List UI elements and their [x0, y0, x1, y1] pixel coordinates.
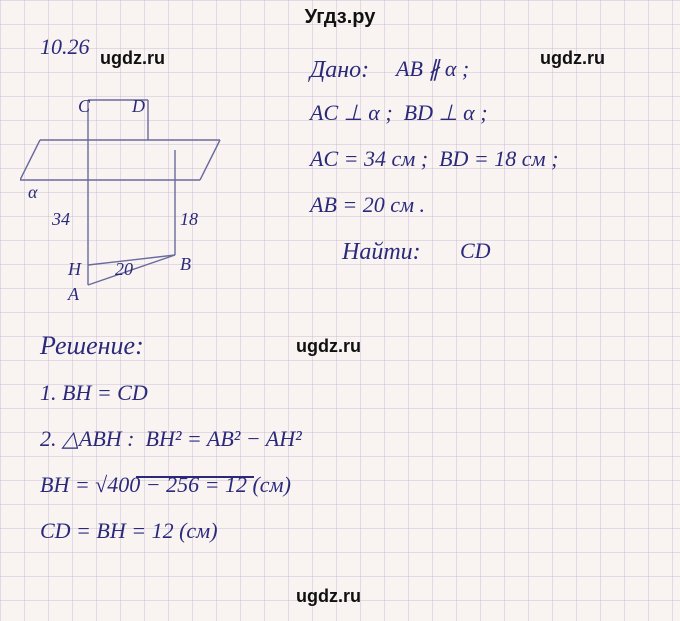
svg-text:D: D: [131, 96, 145, 116]
solution-line-0: 1. BH = CD: [40, 380, 148, 406]
given-header: Дано:: [310, 56, 369, 85]
geometry-diagram: C D α 34 18 H 20 B A: [20, 30, 250, 320]
svg-text:H: H: [67, 259, 82, 279]
find-label: Найти:: [342, 238, 421, 267]
given-line-1: AC ⊥ α ; BD ⊥ α ;: [310, 100, 488, 126]
svg-text:34: 34: [51, 209, 70, 229]
solution-header: Решение:: [40, 330, 144, 361]
solution-line-1: 2. △ABH : BH² = AB² − AH²: [40, 426, 302, 452]
svg-text:18: 18: [180, 209, 198, 229]
svg-text:C: C: [78, 96, 91, 116]
watermark-top: Угдз.ру: [0, 6, 680, 29]
watermark-small-4: ugdz.ru: [296, 586, 361, 607]
solution-line-3: CD = BH = 12 (см): [40, 518, 218, 544]
find-value: CD: [460, 238, 491, 264]
watermark-small-3: ugdz.ru: [296, 336, 361, 357]
svg-text:A: A: [67, 284, 80, 304]
svg-text:20: 20: [115, 259, 133, 279]
given-line-0-part: AB ∦ α ;: [396, 56, 469, 82]
sqrt-overline: [136, 476, 254, 478]
given-line-2: AC = 34 см ; BD = 18 см ;: [310, 146, 558, 172]
watermark-small-2: ugdz.ru: [540, 48, 605, 69]
svg-text:α: α: [28, 182, 38, 202]
given-line-3: AB = 20 см .: [310, 192, 425, 218]
svg-text:B: B: [180, 254, 191, 274]
